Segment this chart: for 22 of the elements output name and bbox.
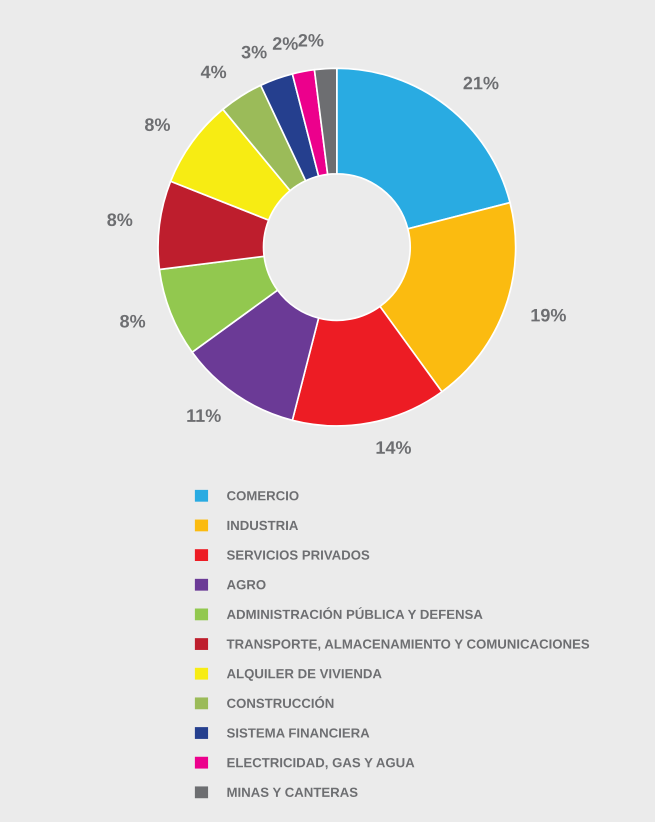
data-label: 2%	[272, 37, 298, 50]
legend-label: ADMINISTRACIÓN PÚBLICA Y DEFENSA	[226, 607, 483, 620]
data-label: 2%	[298, 34, 324, 47]
legend-label: TRANSPORTE, ALMACENAMIENTO Y COMUNICACIONES	[226, 639, 590, 651]
data-label: 4%	[200, 66, 226, 78]
legend-label: SISTEMA FINANCIERA	[226, 728, 370, 738]
data-label: 21%	[463, 76, 499, 90]
legend-label: SERVICIOS PRIVADOS	[226, 550, 370, 560]
data-label: 3%	[242, 46, 267, 58]
legend-label: INDUSTRIA	[227, 520, 298, 530]
data-label: 8%	[107, 213, 132, 226]
data-label: 19%	[531, 308, 566, 322]
legend-label: ELECTRICIDAD, GAS Y AGUA	[227, 758, 414, 770]
legend-label: ALQUILER DE VIVIENDA	[226, 669, 382, 681]
legend-label: COMERCIO	[227, 491, 299, 500]
data-label: 8%	[144, 118, 170, 132]
legend-label: MINAS Y CANTERAS	[227, 788, 358, 797]
legend-label: CONSTRUCCIÓN	[227, 696, 334, 708]
data-label: 14%	[376, 441, 412, 454]
legend-label: AGRO	[226, 580, 266, 590]
data-label: 11%	[187, 409, 221, 422]
data-label: 8%	[120, 314, 146, 328]
